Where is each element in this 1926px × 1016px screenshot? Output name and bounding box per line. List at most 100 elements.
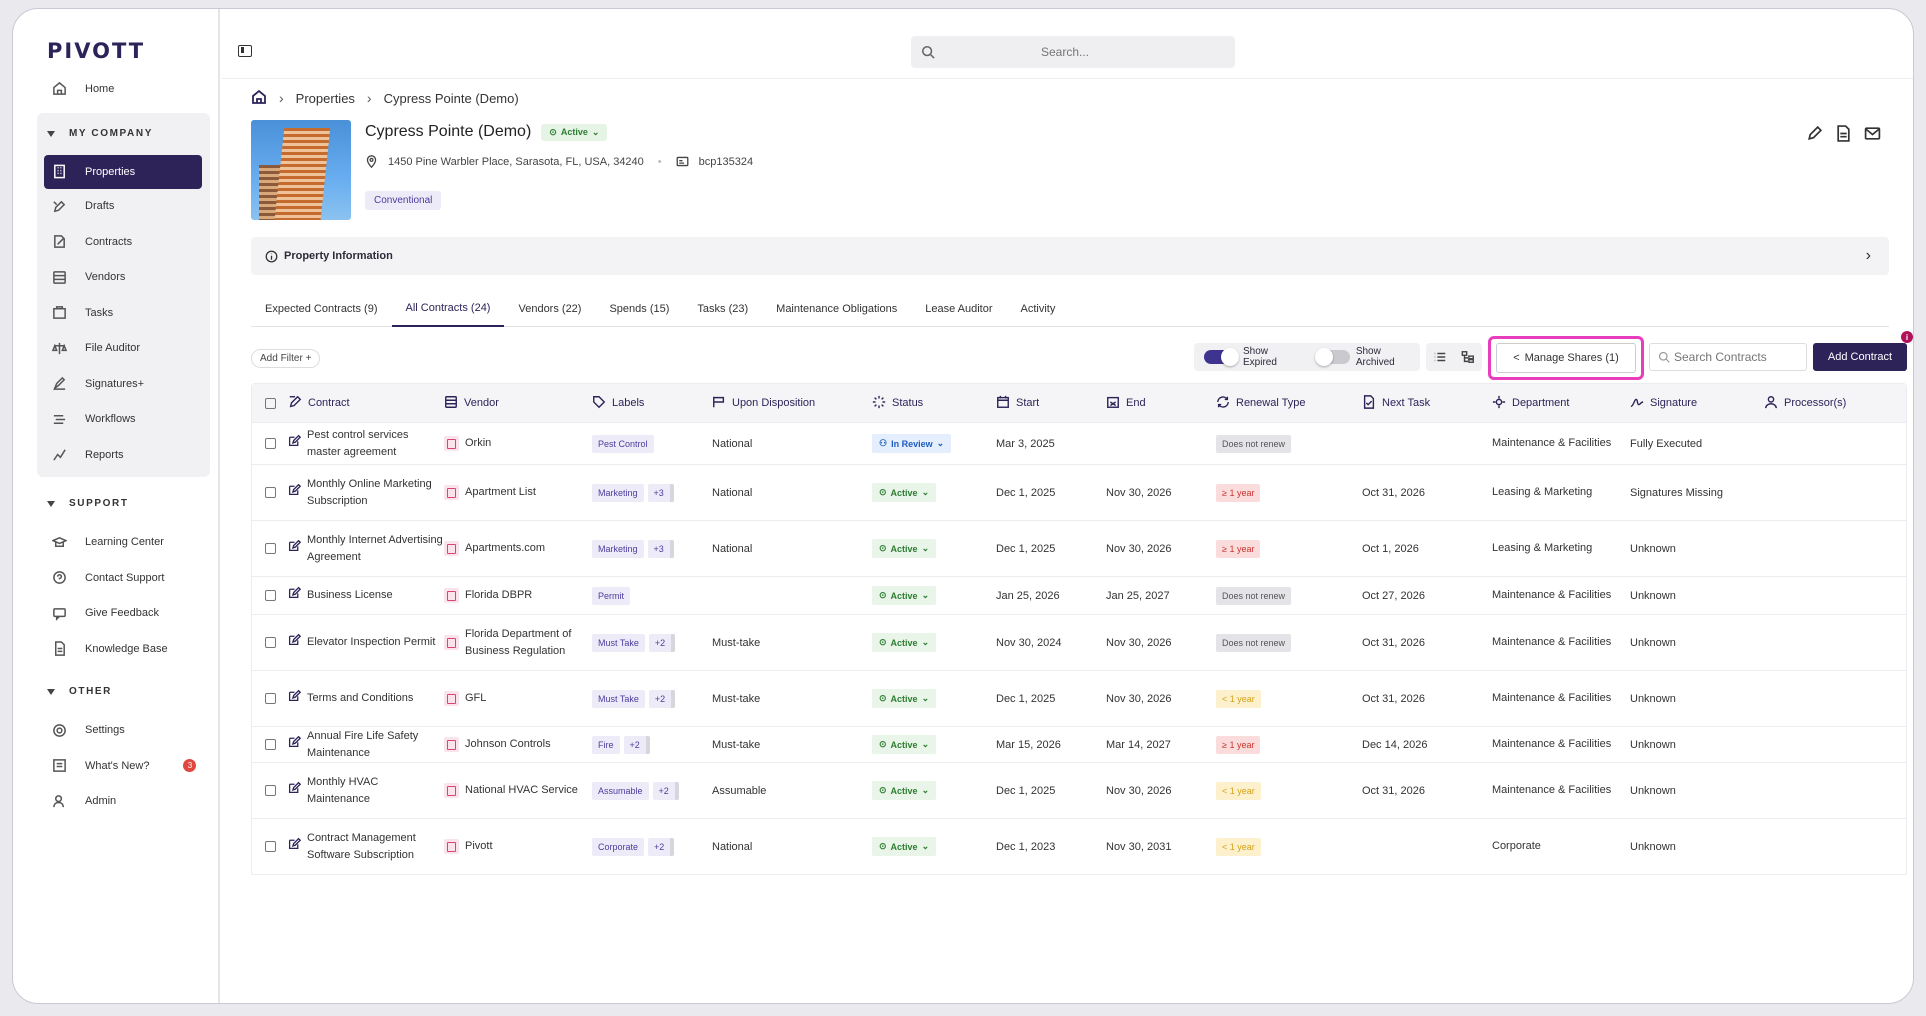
label-tag[interactable]: Must Take [592,633,645,652]
vendor-name[interactable]: GFL [465,692,487,704]
tab-activity[interactable]: Activity [1020,303,1056,315]
contract-name[interactable]: Annual Fire Life Safety Maintenance [307,729,419,759]
tab-expected-contracts-9[interactable]: Expected Contracts (9) [265,303,378,315]
column-header-renewal-type[interactable]: Renewal Type [1216,395,1362,412]
vendor-name[interactable]: Florida DBPR [465,589,533,601]
label-tag[interactable]: Assumable [592,781,649,800]
contract-cell[interactable]: Contract Management Software Subscriptio… [288,830,444,864]
vendor-name[interactable]: Pivott [465,840,493,852]
manage-shares-button[interactable]: < Manage Shares (1) [1496,343,1636,373]
label-tag[interactable]: Pest Control [592,434,654,453]
tab-tasks-23[interactable]: Tasks (23) [697,303,749,315]
mail-icon[interactable] [1864,125,1881,142]
status-badge[interactable]: ⊙ Active ⌄ [872,735,937,754]
table-row[interactable]: Terms and Conditions GFL Must Take +2 Must-t… [252,670,1906,726]
property-information-bar[interactable]: Property Information › [251,237,1889,275]
contract-cell[interactable]: Annual Fire Life Safety Maintenance [288,728,444,762]
contract-cell[interactable]: Monthly HVAC Maintenance [288,774,444,808]
vendor-name[interactable]: National HVAC Service [465,784,578,796]
status-badge[interactable]: ⊙ Active ⌄ [872,781,937,800]
tab-spends-15[interactable]: Spends (15) [609,303,670,315]
table-row[interactable]: Monthly Internet Advertising Agreement Ap… [252,520,1906,576]
tab-lease-auditor[interactable]: Lease Auditor [925,303,993,315]
row-checkbox[interactable] [264,590,276,601]
row-checkbox[interactable] [264,487,276,498]
search-input[interactable] [935,45,1195,59]
label-tag[interactable]: Marketing [592,483,644,502]
status-badge[interactable]: ⊙ Active ⌄ [872,483,937,502]
tree-view-icon[interactable] [1461,350,1475,364]
row-checkbox[interactable] [264,785,276,796]
row-checkbox[interactable] [264,841,276,852]
more-labels-tag[interactable]: +2 [648,689,676,708]
show-archived-toggle[interactable] [1314,348,1350,366]
vendor-name[interactable]: Apartment List [465,486,536,498]
sidebar-item-contracts[interactable]: Contracts [37,224,210,260]
my-company-header[interactable]: MY COMPANY [37,113,210,155]
tab-all-contracts-24[interactable]: All Contracts (24) [391,291,505,327]
sidebar-item-drafts[interactable]: Drafts [37,189,210,225]
more-labels-tag[interactable]: +2 [623,735,650,754]
contract-cell[interactable]: Pest control services master agreement [288,427,444,461]
show-expired-toggle[interactable] [1204,348,1239,366]
contract-edit-icon[interactable] [288,781,302,800]
contract-edit-icon[interactable] [288,434,302,453]
more-labels-tag[interactable]: +3 [647,483,674,502]
sidebar-item-vendors[interactable]: Vendors [37,260,210,296]
contract-name[interactable]: Monthly Internet Advertising Agreement [307,533,443,563]
sidebar-item-learning-center[interactable]: Learning Center [13,525,218,561]
more-labels-tag[interactable]: +2 [652,781,679,800]
status-badge[interactable]: ⊙ Active ⌄ [872,837,937,856]
select-all-checkbox[interactable] [264,397,276,409]
label-tag[interactable]: Marketing [592,539,644,558]
sidebar-item-give-feedback[interactable]: Give Feedback [13,596,218,632]
info-badge-icon[interactable]: i [1901,331,1913,343]
table-row[interactable]: Annual Fire Life Safety Maintenance Johns… [252,726,1906,762]
column-header-processor-s[interactable]: Processor(s) [1764,395,1894,412]
column-header-vendor[interactable]: Vendor [444,395,592,412]
breadcrumb-properties[interactable]: Properties [295,90,355,106]
add-contract-button[interactable]: Add Contract [1813,343,1907,371]
list-view-icon[interactable] [1433,350,1447,364]
contract-name[interactable]: Elevator Inspection Permit [307,636,436,648]
status-badge[interactable]: ⚇ In Review ⌄ [872,434,952,453]
sidebar-item-admin[interactable]: Admin [13,784,218,820]
table-row[interactable]: Business License Florida DBPR Permit ⊙ Activ… [252,576,1906,614]
property-status-badge[interactable]: ⊙ Active ⌄ [541,123,608,141]
vendor-name[interactable]: Florida Department of Business Regulatio… [465,627,572,657]
column-header-labels[interactable]: Labels [592,395,712,412]
sidebar-item-reports[interactable]: Reports [37,437,210,473]
contract-name[interactable]: Business License [307,589,393,601]
column-header-contract[interactable]: Contract [288,395,444,412]
table-row[interactable]: Contract Management Software Subscriptio… [252,818,1906,874]
vendor-name[interactable]: Orkin [465,437,492,449]
label-tag[interactable]: Fire [592,735,620,754]
contract-edit-icon[interactable] [288,689,302,708]
table-row[interactable]: Monthly Online Marketing Subscription Apa… [252,464,1906,520]
sidebar-item-workflows[interactable]: Workflows [37,402,210,438]
row-checkbox[interactable] [264,438,276,449]
contract-edit-icon[interactable] [288,539,302,558]
sidebar-item-home[interactable]: Home [13,71,218,107]
column-header-end[interactable]: End [1106,395,1216,412]
document-icon[interactable] [1835,125,1852,142]
other-header[interactable]: OTHER [13,671,218,713]
search-contracts[interactable] [1649,343,1807,371]
contract-name[interactable]: Monthly HVAC Maintenance [307,775,379,805]
contract-cell[interactable]: Monthly Internet Advertising Agreement [288,532,444,566]
support-header[interactable]: SUPPORT [13,483,218,525]
column-header-start[interactable]: Start [996,395,1106,412]
tab-vendors-22[interactable]: Vendors (22) [518,303,582,315]
sidebar-item-properties[interactable]: Properties [44,154,202,189]
more-labels-tag[interactable]: +2 [648,633,676,652]
vendor-name[interactable]: Johnson Controls [465,738,551,750]
sidebar-item-signatures[interactable]: Signatures+ [37,366,210,402]
sidebar-toggle-icon[interactable] [238,45,252,57]
sidebar-item-what-s-new[interactable]: What's New? 3 [13,748,218,784]
more-labels-tag[interactable]: +2 [648,837,675,856]
contract-cell[interactable]: Business License [288,586,444,605]
contract-cell[interactable]: Elevator Inspection Permit [288,633,444,652]
row-checkbox[interactable] [264,637,276,648]
home-icon[interactable] [251,89,267,108]
contract-edit-icon[interactable] [288,837,302,856]
